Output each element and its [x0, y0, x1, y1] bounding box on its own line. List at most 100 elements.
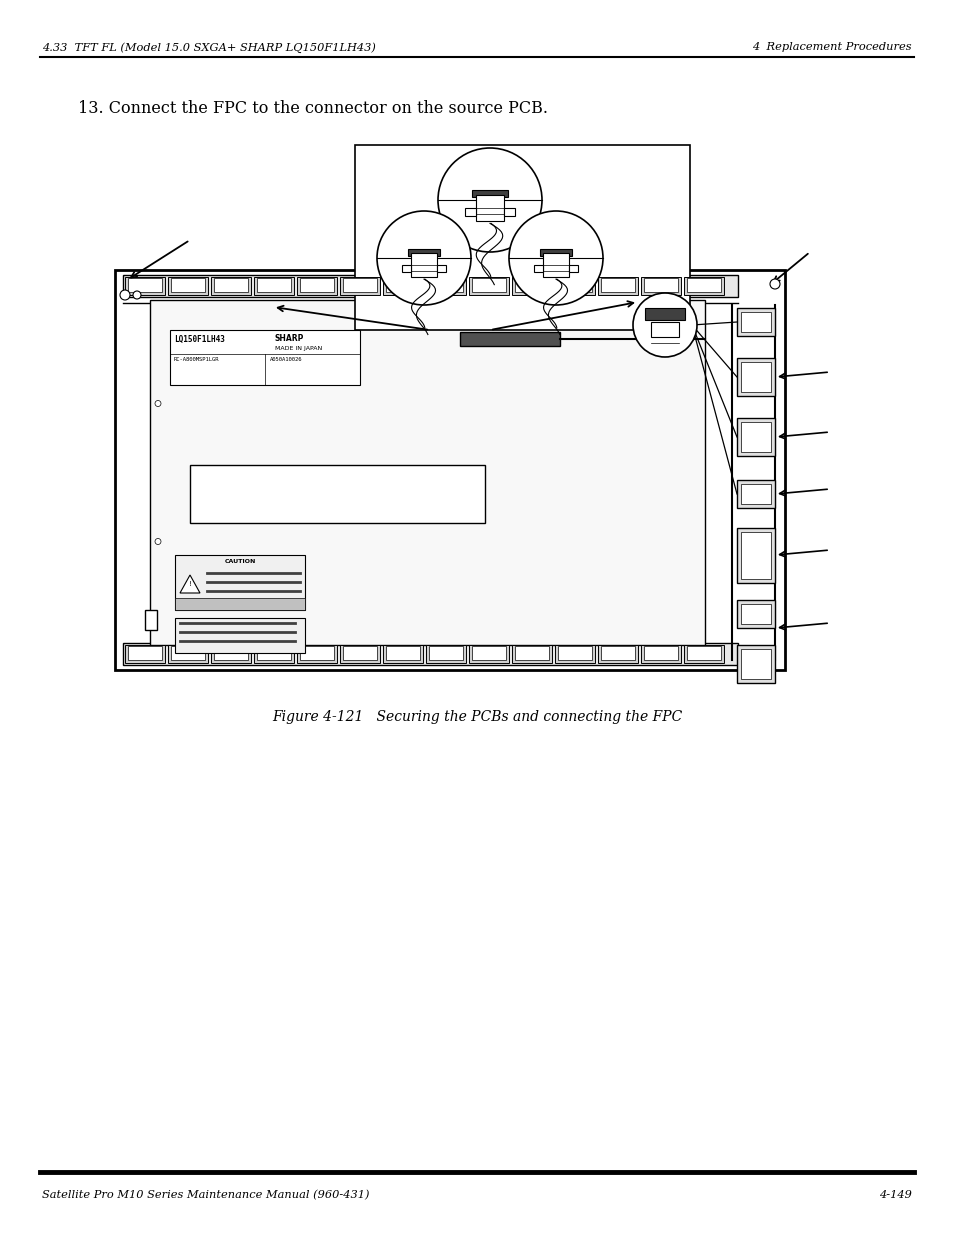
Bar: [542, 253, 568, 277]
Bar: [401, 266, 411, 272]
Bar: [355, 144, 689, 330]
Bar: [740, 312, 770, 332]
Bar: [737, 417, 774, 456]
Bar: [256, 278, 291, 291]
Bar: [171, 646, 205, 659]
Bar: [411, 253, 436, 277]
Bar: [343, 278, 376, 291]
Text: 4-149: 4-149: [879, 1191, 911, 1200]
Circle shape: [154, 538, 161, 545]
Bar: [683, 277, 723, 295]
Bar: [171, 278, 205, 291]
Circle shape: [437, 148, 541, 252]
Bar: [429, 646, 462, 659]
Text: MADE IN JAPAN: MADE IN JAPAN: [274, 346, 322, 351]
Bar: [213, 646, 248, 659]
Bar: [539, 248, 572, 256]
Bar: [339, 277, 379, 295]
Polygon shape: [180, 576, 200, 593]
Text: Satellite Pro M10 Series Maintenance Manual (960-431): Satellite Pro M10 Series Maintenance Man…: [42, 1191, 369, 1200]
Bar: [533, 266, 542, 272]
Bar: [598, 277, 638, 295]
Bar: [740, 422, 770, 452]
Bar: [386, 646, 419, 659]
Text: SHARP: SHARP: [274, 333, 304, 343]
Bar: [174, 555, 305, 610]
Bar: [740, 532, 770, 579]
Bar: [296, 277, 336, 295]
Bar: [128, 278, 162, 291]
Bar: [429, 278, 462, 291]
Text: CAUTION: CAUTION: [224, 559, 255, 564]
Bar: [737, 358, 774, 396]
Bar: [640, 645, 680, 663]
Bar: [740, 650, 770, 679]
Circle shape: [120, 290, 130, 300]
Bar: [168, 645, 208, 663]
Bar: [211, 277, 251, 295]
Text: 13. Connect the FPC to the connector on the source PCB.: 13. Connect the FPC to the connector on …: [78, 100, 547, 117]
Bar: [407, 248, 440, 256]
Bar: [386, 278, 419, 291]
Bar: [600, 278, 635, 291]
Bar: [512, 645, 552, 663]
Bar: [643, 646, 678, 659]
Circle shape: [376, 211, 471, 305]
Bar: [168, 277, 208, 295]
Bar: [465, 207, 476, 216]
Bar: [426, 645, 465, 663]
Circle shape: [154, 400, 161, 406]
Bar: [515, 278, 548, 291]
Text: 4  Replacement Procedures: 4 Replacement Procedures: [752, 42, 911, 52]
Bar: [737, 600, 774, 629]
Bar: [737, 645, 774, 683]
Bar: [643, 278, 678, 291]
Bar: [650, 322, 679, 337]
Bar: [558, 278, 592, 291]
Circle shape: [633, 293, 697, 357]
Bar: [737, 529, 774, 583]
Bar: [512, 277, 552, 295]
Bar: [640, 277, 680, 295]
Bar: [150, 300, 704, 645]
Bar: [737, 308, 774, 336]
Text: Figure 4-121   Securing the PCBs and connecting the FPC: Figure 4-121 Securing the PCBs and conne…: [272, 710, 681, 724]
Bar: [123, 275, 738, 296]
Bar: [299, 646, 334, 659]
Bar: [469, 645, 509, 663]
Bar: [469, 277, 509, 295]
Bar: [128, 646, 162, 659]
Bar: [174, 598, 305, 610]
Bar: [459, 332, 559, 346]
Bar: [598, 645, 638, 663]
Bar: [253, 645, 294, 663]
Bar: [253, 277, 294, 295]
Circle shape: [132, 291, 141, 299]
Bar: [256, 646, 291, 659]
Bar: [476, 195, 504, 221]
Bar: [472, 278, 505, 291]
Bar: [555, 645, 595, 663]
Circle shape: [769, 279, 780, 289]
Bar: [145, 610, 157, 630]
Bar: [213, 278, 248, 291]
Bar: [555, 277, 595, 295]
Bar: [115, 270, 784, 671]
Bar: [515, 646, 548, 659]
Circle shape: [509, 211, 602, 305]
Bar: [740, 604, 770, 624]
Bar: [299, 278, 334, 291]
Bar: [190, 466, 484, 522]
Bar: [686, 646, 720, 659]
Bar: [426, 277, 465, 295]
Bar: [343, 646, 376, 659]
Bar: [686, 278, 720, 291]
Bar: [504, 207, 515, 216]
Text: 4.33  TFT FL (Model 15.0 SXGA+ SHARP LQ150F1LH43): 4.33 TFT FL (Model 15.0 SXGA+ SHARP LQ15…: [42, 42, 375, 53]
Bar: [558, 646, 592, 659]
Bar: [339, 645, 379, 663]
Bar: [125, 277, 165, 295]
Bar: [472, 190, 508, 198]
Bar: [644, 308, 684, 320]
Bar: [382, 645, 422, 663]
